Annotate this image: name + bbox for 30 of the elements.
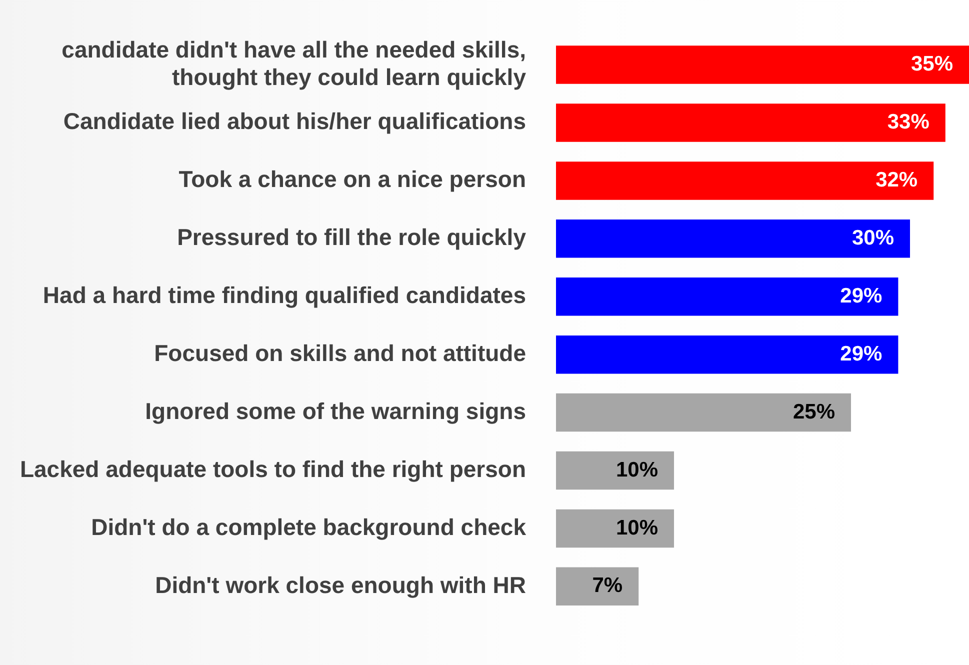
data-label: 29%: [840, 342, 883, 366]
data-label: 10%: [616, 458, 658, 482]
bar: [556, 277, 898, 316]
y-tick-label: Didn't do a complete background check: [91, 514, 526, 540]
bar: [556, 220, 910, 258]
y-tick-label: Focused on skills and not attitude: [154, 340, 526, 366]
data-label: 33%: [887, 110, 930, 134]
y-tick-label: Pressured to fill the role quickly: [177, 224, 526, 250]
data-label: 7%: [592, 574, 623, 598]
bar: [556, 567, 639, 606]
bar: [556, 451, 674, 490]
bar: [556, 393, 851, 432]
y-tick-label: Candidate lied about his/her qualifications: [63, 108, 526, 134]
bar: [556, 46, 969, 84]
bar: [556, 162, 934, 200]
y-tick-label: candidate didn't have all the needed skills, thought they could learn quickly: [62, 36, 526, 90]
y-tick-label: Ignored some of the warning signs: [145, 398, 526, 424]
data-label: 25%: [792, 400, 836, 424]
bar: [556, 335, 898, 374]
y-tick-label: Didn't work close enough with HR: [155, 572, 526, 598]
y-tick-label: Had a hard time finding qualified candidates: [42, 282, 526, 308]
data-label: 30%: [852, 226, 894, 250]
data-label: 10%: [616, 516, 658, 540]
data-label: 35%: [910, 52, 954, 76]
data-label: 32%: [876, 168, 918, 192]
y-tick-label: Took a chance on a nice person: [178, 166, 526, 192]
data-label: 29%: [840, 284, 883, 308]
bar: [556, 509, 674, 548]
bar: [556, 104, 946, 142]
y-tick-label: Lacked adequate tools to find the right person: [20, 456, 526, 482]
